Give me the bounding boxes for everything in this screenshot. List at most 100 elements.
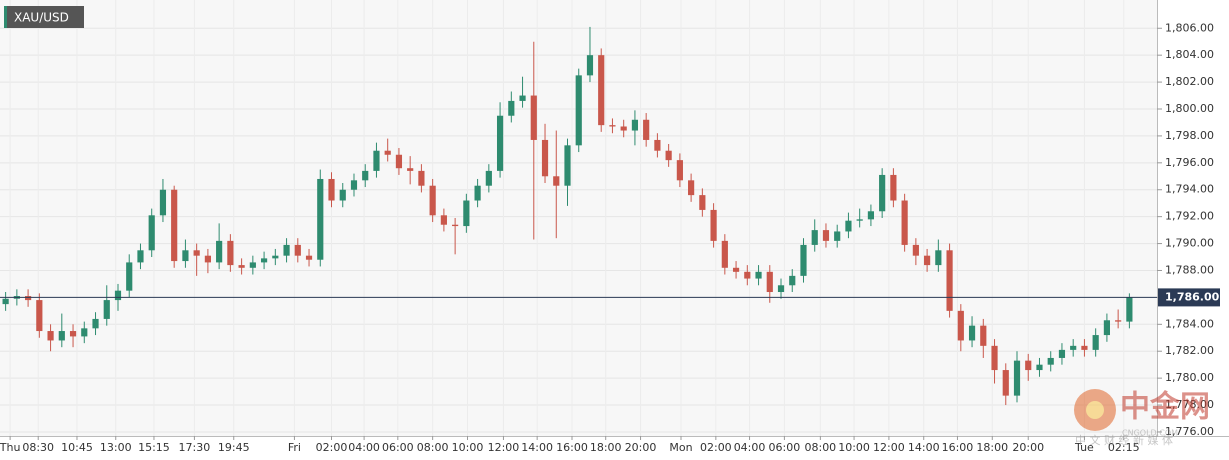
watermark: 中金网 CNGOLD.COM 中 文 财 经 新 媒 体	[1074, 389, 1210, 447]
y-tick-label: 1,782.00	[1165, 344, 1214, 357]
candle-body	[755, 271, 762, 279]
x-tick-label: 20:00	[625, 441, 657, 454]
x-tick-label: 16:00	[942, 441, 974, 454]
candle-body	[890, 174, 897, 201]
candles	[0, 26, 1157, 406]
candle-body	[822, 230, 830, 241]
candle-body	[114, 290, 122, 301]
candle-body	[946, 250, 953, 311]
candle-body	[193, 250, 200, 256]
y-tick-label: 1,788.00	[1165, 263, 1214, 276]
candle-body	[586, 55, 594, 76]
y-tick-label: 1,804.00	[1165, 48, 1214, 61]
candle-body	[935, 250, 942, 266]
candle-body	[631, 119, 639, 131]
candle-body	[609, 125, 616, 127]
candle-body	[485, 170, 492, 186]
y-tick-label: 1,802.00	[1165, 75, 1214, 88]
y-tick-label: 1,790.00	[1165, 237, 1214, 250]
candle-body	[924, 255, 931, 266]
candle-body	[643, 119, 650, 140]
candle-body	[867, 211, 875, 220]
x-tick-label: Fri	[288, 441, 301, 454]
x-tick-label: 14:00	[908, 441, 940, 454]
candle-body	[508, 100, 515, 116]
candle-body	[654, 139, 661, 151]
axes: 1,776.00 1,778.00 1,780.00 1,782.00 1,784.00…	[0, 21, 1220, 454]
candle-body	[58, 331, 65, 341]
candle-body	[598, 55, 605, 126]
x-tick-label: 12:00	[488, 441, 520, 454]
candle-body	[1058, 349, 1066, 358]
candle-body	[216, 240, 223, 263]
candle-body	[294, 244, 301, 256]
x-tick-label: 15:15	[138, 441, 170, 454]
x-tick-label: 08:00	[804, 441, 836, 454]
x-tick-label: 04:00	[348, 441, 380, 454]
candle-body	[25, 296, 32, 301]
x-tick-label: 06:00	[382, 441, 414, 454]
candle-body	[148, 215, 155, 251]
candle-body	[204, 255, 211, 263]
x-tick-label: 18:00	[590, 441, 622, 454]
x-tick-label: 04:00	[734, 441, 766, 454]
x-tick-label: Thu	[0, 441, 20, 454]
candle-body	[1047, 357, 1054, 365]
candle-body	[373, 150, 380, 171]
x-tick-label: 13:00	[100, 441, 132, 454]
candle-body	[744, 271, 751, 279]
candle-body	[575, 75, 582, 146]
y-tick-label: 1,792.00	[1165, 210, 1214, 223]
candle-body	[1081, 345, 1088, 350]
candle-body	[171, 189, 178, 262]
candle-body	[92, 318, 99, 329]
x-tick-label: 14:00	[521, 441, 553, 454]
candle-body	[564, 145, 571, 186]
candle-body	[1126, 297, 1133, 322]
candle-body	[901, 200, 908, 245]
x-tick-label: Tue	[1074, 441, 1094, 454]
candle-body	[811, 230, 818, 245]
candle-body	[103, 300, 110, 319]
candle-body	[283, 244, 290, 256]
y-tick-label: 1,780.00	[1165, 371, 1214, 384]
candle-body	[47, 331, 54, 341]
x-tick-label: 18:00	[976, 441, 1008, 454]
candle-body	[1002, 370, 1009, 396]
candle-body	[418, 170, 425, 186]
candle-body	[721, 240, 728, 268]
candle-body	[699, 195, 706, 210]
y-tick-label: 1,784.00	[1165, 317, 1214, 330]
watermark-site: CNGOLD.COM	[1122, 429, 1178, 438]
candle-body	[676, 160, 683, 181]
candle-body	[317, 178, 324, 260]
watermark-slogan: 中 文 财 经 新 媒 体	[1075, 433, 1173, 447]
symbol-label: XAU/USD	[14, 11, 69, 25]
candle-body	[395, 154, 403, 169]
candle-body	[991, 345, 998, 371]
candle-body	[182, 250, 189, 262]
candle-body	[452, 224, 459, 227]
x-tick-label: 08:30	[22, 441, 54, 454]
candle-body	[126, 262, 133, 291]
y-tick-label: 1,798.00	[1165, 129, 1214, 142]
candle-body	[912, 244, 919, 256]
candle-body	[36, 300, 43, 332]
symbol-badge-accent	[4, 6, 7, 28]
candle-body	[328, 178, 335, 201]
candle-body	[800, 244, 807, 276]
candle-body	[305, 255, 313, 260]
y-tick-label: 1,794.00	[1165, 183, 1214, 196]
candle-body	[845, 220, 852, 232]
x-tick-label: 20:00	[1012, 441, 1044, 454]
candle-body	[1025, 360, 1032, 371]
candle-body	[362, 170, 369, 181]
x-tick-label: 08:00	[417, 441, 449, 454]
y-tick-label: 1,796.00	[1165, 156, 1214, 169]
candle-body	[1013, 360, 1021, 396]
candle-body	[766, 271, 773, 293]
candle-body	[519, 95, 526, 101]
candle-body	[789, 275, 796, 286]
candle-body	[238, 265, 245, 268]
candle-body	[553, 176, 560, 186]
